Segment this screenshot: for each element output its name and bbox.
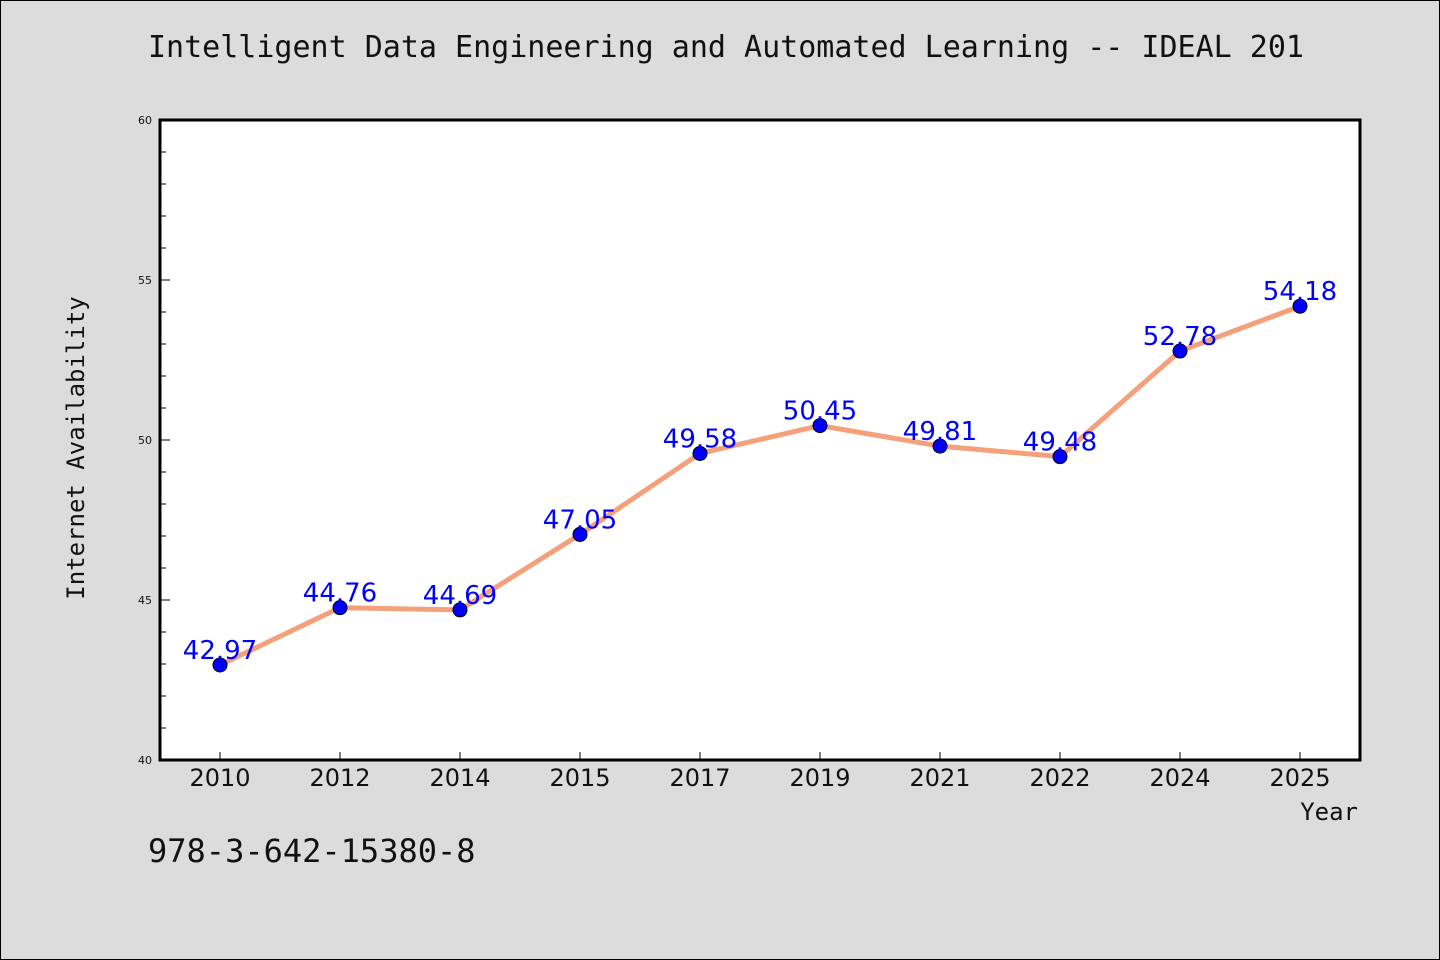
y-tick-label: 60: [138, 114, 152, 127]
x-tick-label: 2017: [669, 764, 730, 792]
data-label: 54.18: [1263, 277, 1337, 307]
data-label: 52.78: [1143, 322, 1217, 352]
series-line: [212, 298, 1308, 673]
data-point: [452, 602, 468, 618]
data-label: 42.97: [183, 636, 257, 666]
data-labels: 42.97 44.76 44.69 47.05 49.58 50.45 49.81 49.48…: [183, 277, 1337, 666]
data-label: 50.45: [783, 397, 857, 427]
data-point: [812, 418, 828, 434]
data-point: [932, 438, 948, 454]
x-tick-label: 2022: [1029, 764, 1090, 792]
y-tick-label: 40: [138, 754, 152, 767]
x-tick-label: 2014: [429, 764, 490, 792]
y-tick-label: 55: [138, 274, 152, 287]
chart-title: Intelligent Data Engineering and Automat…: [148, 30, 1304, 65]
y-tick-label: 45: [138, 594, 152, 607]
data-point: [1172, 343, 1188, 359]
data-point: [212, 657, 228, 673]
y-axis: 40 45 50 55 60: [138, 114, 170, 767]
data-label: 49.81: [903, 417, 977, 447]
x-tick-label: 2010: [189, 764, 250, 792]
data-point: [1052, 449, 1068, 465]
data-label: 49.48: [1023, 428, 1097, 458]
data-label: 44.69: [423, 581, 497, 611]
data-point: [572, 526, 588, 542]
y-tick-label: 50: [138, 434, 152, 447]
data-label: 47.05: [543, 505, 617, 535]
data-label: 44.76: [303, 579, 377, 609]
x-tick-label: 2019: [789, 764, 850, 792]
x-tick-label: 2015: [549, 764, 610, 792]
x-axis: 2010 2012 2014 2015 2017 2019 2021 2022 2024 2025: [189, 752, 1331, 792]
isbn-text: 978-3-642-15380-8: [148, 832, 476, 870]
data-point: [1292, 298, 1308, 314]
data-point: [332, 600, 348, 616]
series-path: [218, 303, 1301, 668]
x-tick-label: 2021: [909, 764, 970, 792]
x-tick-label: 2025: [1269, 764, 1330, 792]
data-label: 49.58: [663, 424, 737, 454]
x-tick-label: 2024: [1149, 764, 1210, 792]
x-tick-label: 2012: [309, 764, 370, 792]
data-point: [692, 445, 708, 461]
y-axis-label: Internet Availability: [62, 296, 90, 599]
x-axis-label: Year: [1300, 798, 1358, 826]
